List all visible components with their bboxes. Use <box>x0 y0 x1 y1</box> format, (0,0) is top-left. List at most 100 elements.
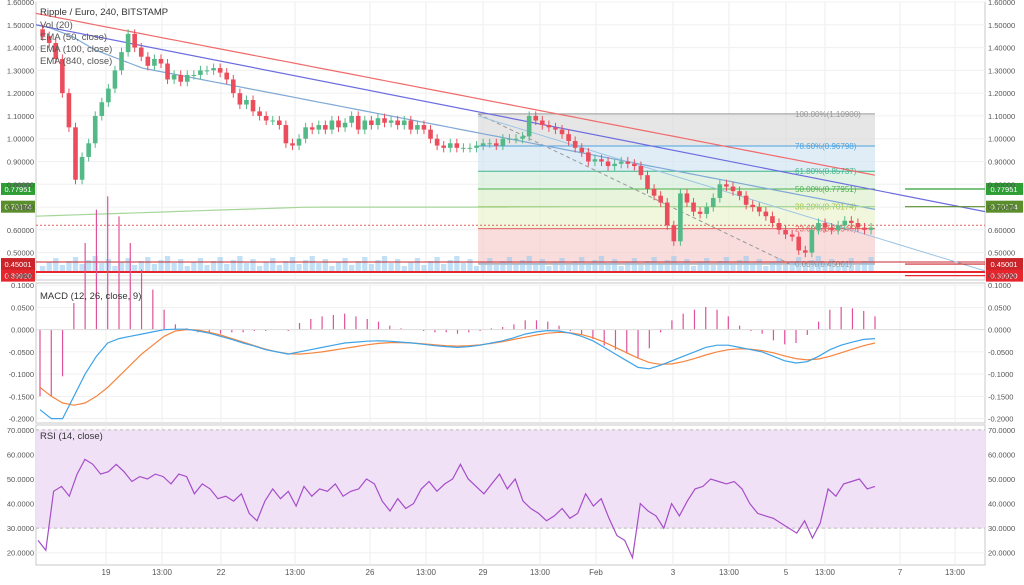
volume-bar <box>467 259 473 272</box>
candle-body <box>454 143 460 148</box>
volume-bar <box>335 262 342 272</box>
volume-bar <box>717 261 723 272</box>
candle-body <box>211 68 216 71</box>
rsi-tick-right: 50.0000 <box>988 475 1015 484</box>
candle-body <box>145 56 151 66</box>
candle-body <box>678 193 683 242</box>
macd-tick-right: -0.1000 <box>988 370 1013 379</box>
fib-level-label: 50.00%(0.77951) <box>795 185 857 194</box>
volume-bar <box>822 263 828 272</box>
rsi-pane[interactable] <box>36 429 985 560</box>
volume-bar <box>112 266 118 272</box>
macd-pane[interactable] <box>36 196 985 420</box>
x-tick-label: 29 <box>479 568 488 577</box>
fib-trend-diagonal <box>477 113 791 265</box>
volume-bar <box>72 257 79 272</box>
volume-bar <box>710 265 716 272</box>
candle-body <box>230 79 236 94</box>
rsi-tick-right: 70.0000 <box>988 426 1015 435</box>
price-pane[interactable]: 100.00%(1.10900) 78.60%(0.96798) 61.80%(0.… <box>1 12 1023 282</box>
macd-tick-left: 0.0000 <box>11 326 34 335</box>
indicator-label-ema50: EMA (50, close) <box>40 32 107 43</box>
candle-body <box>500 138 506 146</box>
candle-body <box>132 33 137 48</box>
candle-body <box>277 120 282 126</box>
candle-body <box>770 216 775 224</box>
x-tick-label: 19 <box>102 568 111 577</box>
price-tick-right: 1.40000 <box>988 44 1015 53</box>
price-tick-right: 0.50000 <box>988 249 1015 258</box>
candle-body <box>467 147 473 149</box>
price-tick-right: 0.40000 <box>988 271 1015 280</box>
candle-body <box>855 223 861 228</box>
price-tick-left: 1.60000 <box>7 0 34 7</box>
rsi-tick-left: 40.0000 <box>7 500 34 509</box>
macd-tick-left: 0.1000 <box>11 281 34 290</box>
candle-body <box>835 225 841 230</box>
candle-body <box>559 129 565 135</box>
candle-body <box>572 141 578 148</box>
candle-body <box>520 136 525 139</box>
price-tick-right: 0.70000 <box>988 203 1015 212</box>
price-tag-right-text: 0.45001 <box>990 260 1017 269</box>
volume-bar <box>414 258 421 272</box>
candle-body <box>40 29 45 37</box>
candle-body <box>112 70 118 89</box>
macd-tick-left: -0.1000 <box>9 370 34 379</box>
volume-bar <box>118 262 125 272</box>
volume-bar <box>53 258 59 272</box>
fib-level-label: 100.00%(1.10900) <box>795 110 861 119</box>
volume-bar <box>217 257 223 272</box>
volume-bar <box>145 257 151 272</box>
trendline-main <box>35 24 986 213</box>
price-tag-left-text: 0.70174 <box>4 203 31 212</box>
volume-bar <box>99 263 105 272</box>
candle-body <box>546 125 552 128</box>
volume-bar <box>855 265 861 272</box>
candle-body <box>612 163 617 167</box>
candle-body <box>710 197 716 208</box>
volume-bar <box>618 266 624 272</box>
rsi-tick-right: 40.0000 <box>988 500 1015 509</box>
price-tag-right-text: 0.39920 <box>990 272 1017 281</box>
volume-bar <box>421 265 427 272</box>
volume-bar <box>171 263 177 272</box>
volume-bar <box>243 263 250 272</box>
macd-tick-right: 0.0000 <box>988 326 1011 335</box>
volume-bar <box>441 264 447 272</box>
volume-bar <box>769 262 776 272</box>
candle-body <box>309 127 315 130</box>
candle-body <box>106 88 111 103</box>
candle-body <box>86 143 91 157</box>
ema840-line <box>35 206 875 217</box>
candle-body <box>158 58 164 64</box>
volume-bar <box>585 264 591 272</box>
price-tick-left: 0.80000 <box>7 180 34 189</box>
volume-bar <box>276 265 282 272</box>
candle-body <box>579 147 585 153</box>
price-tag-right-text: 0.77951 <box>990 185 1017 194</box>
rsi-pane-label: RSI (14, close) <box>40 431 103 442</box>
price-tick-left: 1.40000 <box>7 44 34 53</box>
volume-bar <box>519 260 526 272</box>
volume-bar <box>730 264 736 272</box>
candle-body <box>599 159 604 162</box>
candle-body <box>184 74 190 82</box>
candle-body <box>586 152 591 162</box>
volume-bar <box>815 256 822 272</box>
volume-bar <box>368 264 374 272</box>
candle-body <box>776 223 782 230</box>
volume-bar <box>92 256 98 272</box>
indicator-label-vol: Vol (20) <box>40 20 73 31</box>
x-tick-label: 7 <box>898 568 903 577</box>
candle-body <box>632 163 637 167</box>
price-tag-right <box>986 258 1023 271</box>
candle-body <box>257 111 262 116</box>
volume-bar <box>684 259 690 272</box>
price-tick-left: 0.90000 <box>7 158 34 167</box>
x-tick-label: 13:00 <box>719 568 740 577</box>
legend: Ripple / Euro, 240, BITSTAMP Vol (20) EM… <box>40 7 168 442</box>
candle-body <box>526 115 532 137</box>
